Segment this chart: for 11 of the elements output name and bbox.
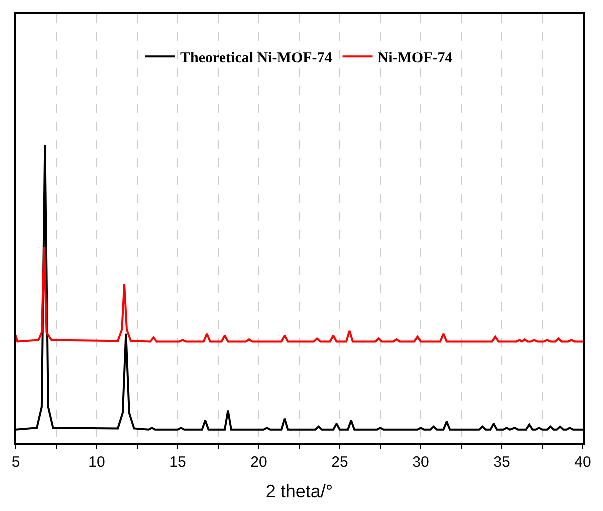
x-tick-label: 20 (250, 454, 268, 471)
x-tick-label: 25 (332, 454, 348, 471)
x-axis-title: 2 theta/° (266, 482, 334, 502)
x-tick-label: 5 (12, 454, 20, 471)
legend-label: Theoretical Ni-MOF-74 (180, 50, 333, 66)
x-tick-label: 10 (88, 454, 106, 471)
x-tick-label: 40 (574, 454, 592, 471)
x-tick-label: 15 (170, 454, 186, 471)
legend-label: Ni-MOF-74 (378, 50, 454, 66)
x-tick-label: 30 (412, 454, 430, 471)
x-tick-label: 35 (494, 454, 510, 471)
